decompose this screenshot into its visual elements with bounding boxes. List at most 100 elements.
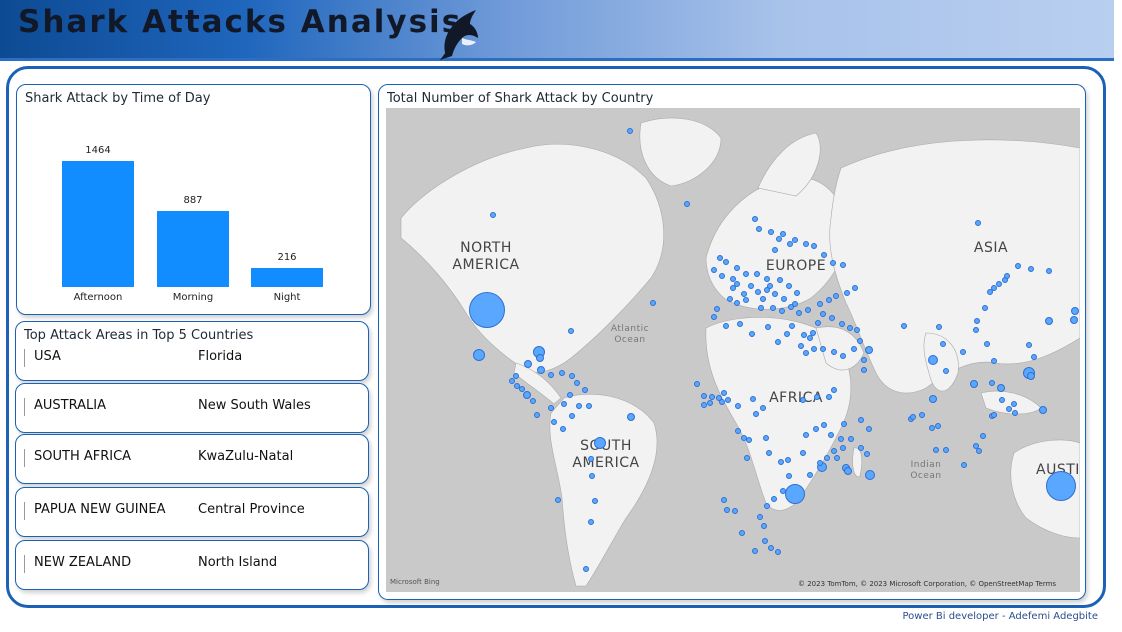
country-bubble[interactable] (982, 305, 988, 311)
country-bubble[interactable] (999, 397, 1005, 403)
country-bubble[interactable] (753, 411, 759, 417)
country-bubble[interactable] (787, 241, 793, 247)
country-bubble[interactable] (852, 285, 858, 291)
country-bubble[interactable] (847, 325, 853, 331)
country-bubble[interactable] (765, 324, 771, 330)
country-bubble[interactable] (1012, 410, 1018, 416)
country-bubble[interactable] (574, 380, 580, 386)
country-bubble[interactable] (788, 304, 794, 310)
country-bubble[interactable] (650, 300, 656, 306)
country-bubble[interactable] (735, 403, 741, 409)
country-bubble[interactable] (770, 305, 776, 311)
country-bubble[interactable] (536, 354, 544, 362)
country-bubble[interactable] (1006, 406, 1012, 412)
country-bubble[interactable] (984, 341, 990, 347)
country-bubble[interactable] (970, 380, 978, 388)
country-bubble[interactable] (519, 386, 525, 392)
country-bubble[interactable] (803, 350, 809, 356)
country-bubble[interactable] (943, 368, 949, 374)
country-bubble[interactable] (1028, 266, 1034, 272)
country-bubble[interactable] (996, 281, 1002, 287)
country-bubble[interactable] (772, 247, 778, 253)
map-attribution[interactable]: © 2023 TomTom, © 2023 Microsoft Corporat… (798, 580, 1057, 588)
country-bubble[interactable] (724, 507, 730, 513)
country-bubble[interactable] (828, 432, 834, 438)
country-bubble[interactable] (811, 243, 817, 249)
country-bubble[interactable] (588, 519, 594, 525)
country-bubble[interactable] (583, 566, 589, 572)
country-bubble[interactable] (1046, 268, 1052, 274)
country-bubble[interactable] (752, 548, 758, 554)
country-bubble[interactable] (701, 402, 707, 408)
country-bubble[interactable] (989, 380, 995, 386)
country-bubble[interactable] (935, 423, 941, 429)
country-bubble[interactable] (569, 373, 575, 379)
country-bubble[interactable] (758, 305, 764, 311)
country-bubble[interactable] (743, 297, 749, 303)
country-bubble[interactable] (864, 451, 870, 457)
country-bubble[interactable] (551, 419, 557, 425)
country-bubble[interactable] (1015, 263, 1021, 269)
country-bubble[interactable] (824, 455, 830, 461)
bar-afternoon[interactable] (62, 161, 134, 287)
country-bubble[interactable] (727, 296, 733, 302)
country-bubble[interactable] (741, 435, 747, 441)
country-bubble[interactable] (534, 412, 540, 418)
country-bubble[interactable] (929, 425, 935, 431)
country-bubble[interactable] (786, 283, 792, 289)
country-bubble[interactable] (777, 277, 783, 283)
country-bubble[interactable] (821, 422, 827, 428)
country-bubble[interactable] (752, 216, 758, 222)
country-bubble[interactable] (734, 300, 740, 306)
country-bubble[interactable] (582, 387, 588, 393)
country-bubble[interactable] (829, 315, 835, 321)
country-bubble[interactable] (569, 413, 575, 419)
country-bubble[interactable] (800, 397, 806, 403)
country-bubble[interactable] (936, 324, 942, 330)
country-bubble[interactable] (810, 330, 816, 336)
country-bubble[interactable] (780, 488, 786, 494)
country-bubble[interactable] (807, 335, 813, 341)
country-bubble[interactable] (840, 262, 846, 268)
country-bubble[interactable] (838, 436, 844, 442)
country-bubble[interactable] (961, 462, 967, 468)
country-bubble[interactable] (524, 360, 532, 368)
country-bubble[interactable] (594, 437, 606, 449)
country-bubble[interactable] (709, 394, 715, 400)
country-bubble[interactable] (1027, 372, 1035, 380)
country-bubble[interactable] (1039, 406, 1047, 414)
country-bubble[interactable] (861, 357, 867, 363)
country-bubble[interactable] (559, 370, 565, 376)
country-bubble[interactable] (701, 393, 707, 399)
country-bubble[interactable] (858, 417, 864, 423)
country-bubble[interactable] (723, 323, 729, 329)
country-bubble[interactable] (779, 308, 785, 314)
country-bubble[interactable] (833, 293, 839, 299)
country-bubble[interactable] (840, 445, 846, 451)
country-bubble[interactable] (1070, 316, 1078, 324)
country-bubble[interactable] (844, 467, 852, 475)
country-bubble[interactable] (901, 323, 907, 329)
country-bubble[interactable] (1071, 307, 1079, 315)
country-bubble[interactable] (741, 291, 747, 297)
country-bubble[interactable] (826, 394, 832, 400)
country-bubble[interactable] (627, 413, 635, 421)
country-bubble[interactable] (975, 220, 981, 226)
country-bubble[interactable] (831, 349, 837, 355)
country-bubble[interactable] (711, 314, 717, 320)
country-bubble[interactable] (830, 260, 836, 266)
country-bubble[interactable] (805, 307, 811, 313)
country-bubble[interactable] (861, 367, 867, 373)
country-bubble[interactable] (561, 401, 567, 407)
country-bubble[interactable] (694, 381, 700, 387)
country-bubble[interactable] (586, 403, 592, 409)
country-bubble[interactable] (854, 327, 860, 333)
country-bubble[interactable] (737, 321, 743, 327)
country-bubble[interactable] (1011, 401, 1017, 407)
country-bubble[interactable] (762, 538, 768, 544)
country-bubble[interactable] (568, 328, 574, 334)
country-bubble[interactable] (746, 437, 752, 443)
country-bubble[interactable] (840, 353, 846, 359)
country-bubble[interactable] (980, 433, 986, 439)
country-bubble[interactable] (928, 355, 938, 365)
